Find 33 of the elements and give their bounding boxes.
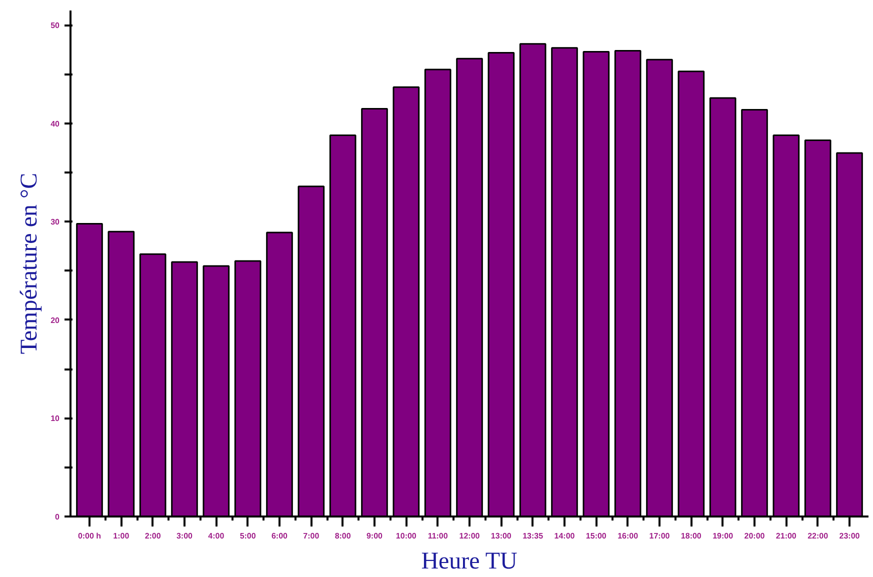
x-tick-label: 2:00 xyxy=(144,532,162,540)
x-tick-label: 6:00 xyxy=(271,532,288,540)
x-tick-label: 18:00 xyxy=(680,532,702,540)
y-tick-label: 10 xyxy=(50,414,60,424)
x-tick-label: 7:00 xyxy=(303,532,320,540)
x-tick-label: 23:00 xyxy=(839,532,860,540)
x-tick-label: 1:00 xyxy=(113,532,130,540)
x-tick-label: 8:00 xyxy=(334,532,352,540)
x-tick-label: 20:00 xyxy=(744,532,766,540)
x-tick-label: 12:00 xyxy=(459,532,480,540)
x-tick-label: 9:00 xyxy=(366,532,384,540)
x-tick-label: 16:00 xyxy=(618,532,639,540)
x-axis-title: Heure TU xyxy=(421,548,518,574)
x-tick-label: 17:00 xyxy=(649,532,670,540)
x-tick-label: 15:00 xyxy=(586,532,607,540)
x-tick-label: 3:00 xyxy=(176,532,194,540)
x-tick-label: 14:00 xyxy=(554,532,576,540)
x-tick-label: 10:00 xyxy=(396,532,417,540)
y-axis-title: Température en °C xyxy=(16,172,43,354)
x-tick-label: 11:00 xyxy=(428,532,448,540)
y-tick-label: 30 xyxy=(50,218,60,227)
x-tick-label: 5:00 xyxy=(240,532,256,540)
y-tick-label: 50 xyxy=(50,21,60,30)
x-tick-label: 0:00 h xyxy=(78,532,102,540)
y-tick-label: 20 xyxy=(50,316,60,325)
x-tick-label: 21:00 xyxy=(776,532,797,540)
x-tick-label: 22:00 xyxy=(808,532,829,540)
y-tick-label: 0 xyxy=(55,512,60,522)
x-tick-label: 19:00 xyxy=(712,532,734,540)
x-tick-label: 13:00 xyxy=(490,532,512,540)
x-tick-label: 13:35 xyxy=(522,532,544,540)
x-tick-label: 4:00 xyxy=(208,532,225,540)
y-tick-label: 40 xyxy=(50,119,60,128)
